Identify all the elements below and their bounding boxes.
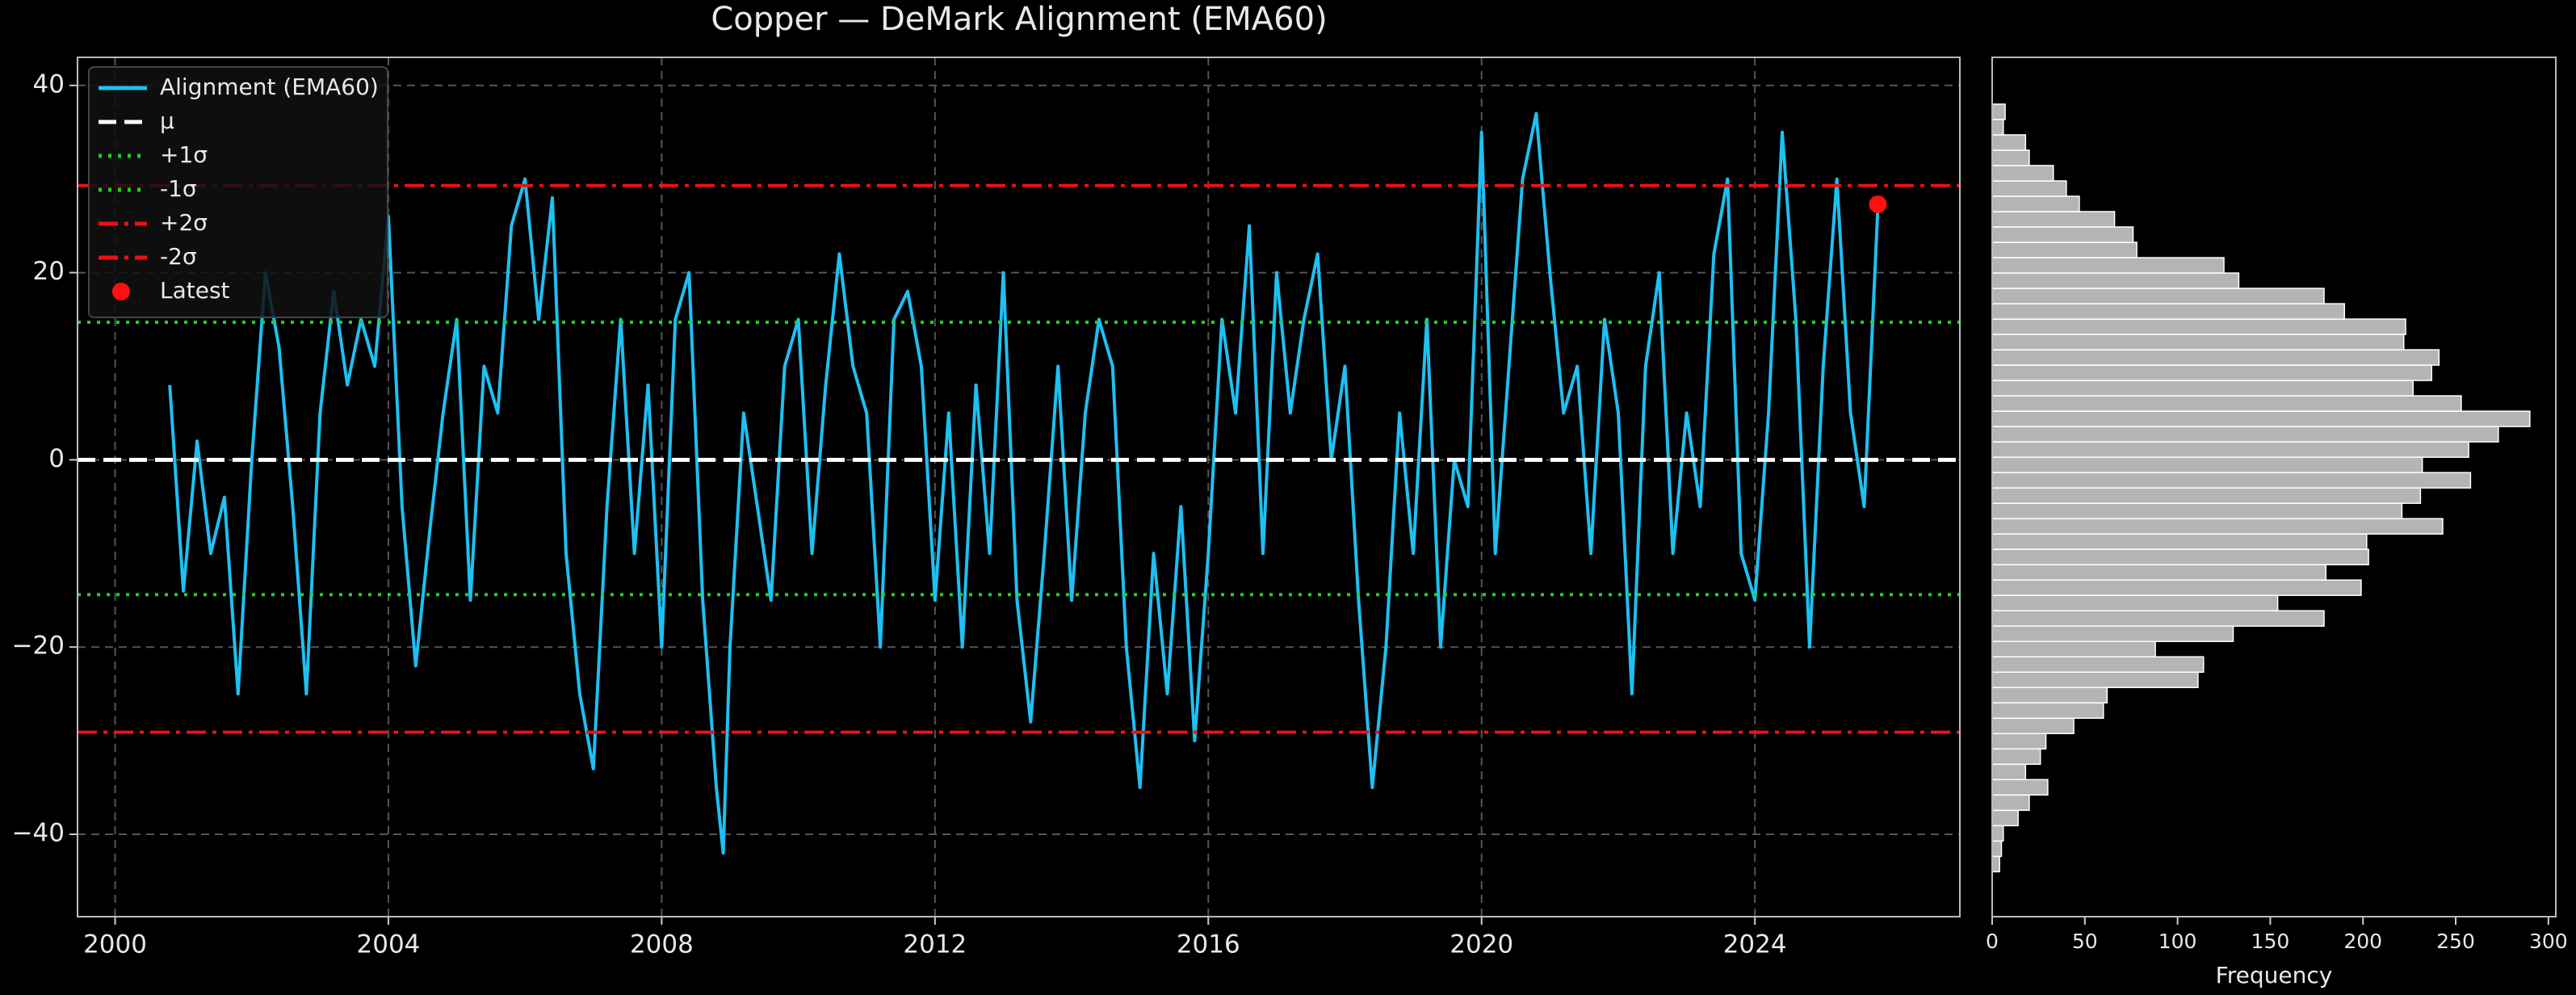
histogram-bar — [1991, 241, 2138, 258]
histogram-bar — [1991, 103, 2006, 120]
histogram-bar — [1991, 456, 2423, 473]
data-line — [168, 111, 1880, 855]
histogram-bar — [1991, 610, 2325, 627]
histogram-bar — [1991, 794, 2030, 812]
histogram-bar — [1991, 702, 2104, 720]
histogram-bar — [1991, 318, 2406, 335]
histogram-bar — [1991, 195, 2080, 212]
histogram-bar — [1991, 288, 2325, 304]
histogram-bar — [1991, 779, 2049, 796]
legend-marker — [112, 283, 130, 300]
histogram-bar — [1991, 487, 2422, 504]
histogram-bar — [1991, 640, 2156, 658]
histogram-bar — [1991, 134, 2027, 151]
histogram-bar — [1991, 380, 2414, 397]
x-tick-label: 2016 — [1177, 930, 1240, 959]
legend-label: -2σ — [160, 243, 197, 270]
histogram-bar — [1991, 364, 2432, 381]
histogram-bar — [1991, 748, 2041, 766]
latest-point — [1869, 195, 1887, 213]
histogram-bar — [1991, 303, 2345, 320]
x-axis-label: Frequency — [2216, 962, 2333, 989]
histogram-bar — [1991, 825, 2004, 842]
histogram-bar — [1991, 518, 2444, 535]
histogram-bar — [1991, 840, 2003, 858]
histogram-bar — [1991, 594, 2279, 611]
histogram-bar — [1991, 180, 2067, 197]
histogram-bar — [1991, 686, 2108, 704]
histogram-bar — [1991, 441, 2469, 458]
histogram-bar — [1991, 165, 2054, 182]
histogram-bar — [1991, 211, 2116, 228]
y-tick-label: 0 — [48, 444, 65, 473]
x-tick-label: 250 — [2436, 930, 2475, 953]
histogram-bar — [1991, 272, 2240, 289]
histogram-bar — [1991, 809, 2019, 827]
x-tick-label: 200 — [2343, 930, 2382, 953]
legend-box — [88, 66, 388, 318]
x-tick-label: 2012 — [903, 930, 967, 959]
histogram-bar — [1991, 671, 2199, 689]
histogram-bar — [1991, 763, 2027, 781]
x-tick-label: 2004 — [357, 930, 421, 959]
x-tick-label: 2024 — [1723, 930, 1787, 959]
histogram-bar — [1991, 717, 2075, 735]
x-tick-label: 50 — [2072, 930, 2098, 953]
histogram-bar — [1991, 426, 2499, 443]
y-tick-label: −20 — [12, 632, 65, 661]
y-tick-label: −40 — [12, 819, 65, 848]
legend-label: μ — [160, 107, 174, 134]
histogram-bar — [1991, 349, 2440, 366]
x-tick-label: 100 — [2159, 930, 2197, 953]
histogram-bar — [1991, 733, 2047, 750]
legend-label: -1σ — [160, 175, 197, 202]
histogram-bar — [1991, 656, 2205, 674]
legend-label: Latest — [160, 277, 230, 304]
histogram-bar — [1991, 502, 2403, 519]
histogram-bar — [1991, 533, 2368, 550]
histogram-bar — [1991, 564, 2327, 581]
histogram-bar — [1991, 334, 2405, 351]
legend-label: +2σ — [160, 209, 208, 236]
y-tick-label: 20 — [33, 257, 65, 286]
plot-frame — [77, 57, 1961, 917]
x-tick-label: 2000 — [83, 930, 147, 959]
histogram-bar — [1991, 579, 2362, 596]
x-tick-label: 2020 — [1450, 930, 1513, 959]
histogram-bar — [1991, 472, 2472, 489]
x-tick-label: 300 — [2529, 930, 2568, 953]
chart-title: Copper — DeMark Alignment (EMA60) — [711, 1, 1327, 38]
histogram-bar — [1991, 149, 2030, 166]
legend-label: +1σ — [160, 141, 208, 168]
histogram-bar — [1991, 548, 2369, 565]
y-tick-label: 40 — [33, 69, 65, 99]
x-tick-label: 150 — [2251, 930, 2290, 953]
histogram-bar — [1991, 226, 2134, 243]
histogram-bar — [1991, 625, 2234, 642]
histogram-bar — [1991, 257, 2225, 274]
x-tick-label: 0 — [1986, 930, 1999, 953]
histogram-bar — [1991, 395, 2462, 412]
histogram-bar — [1991, 855, 2000, 873]
legend-label: Alignment (EMA60) — [160, 73, 379, 100]
x-tick-label: 2008 — [630, 930, 694, 959]
histogram-bar — [1991, 410, 2531, 427]
plot-frame — [1991, 57, 2557, 917]
histogram-bar — [1991, 119, 2004, 136]
